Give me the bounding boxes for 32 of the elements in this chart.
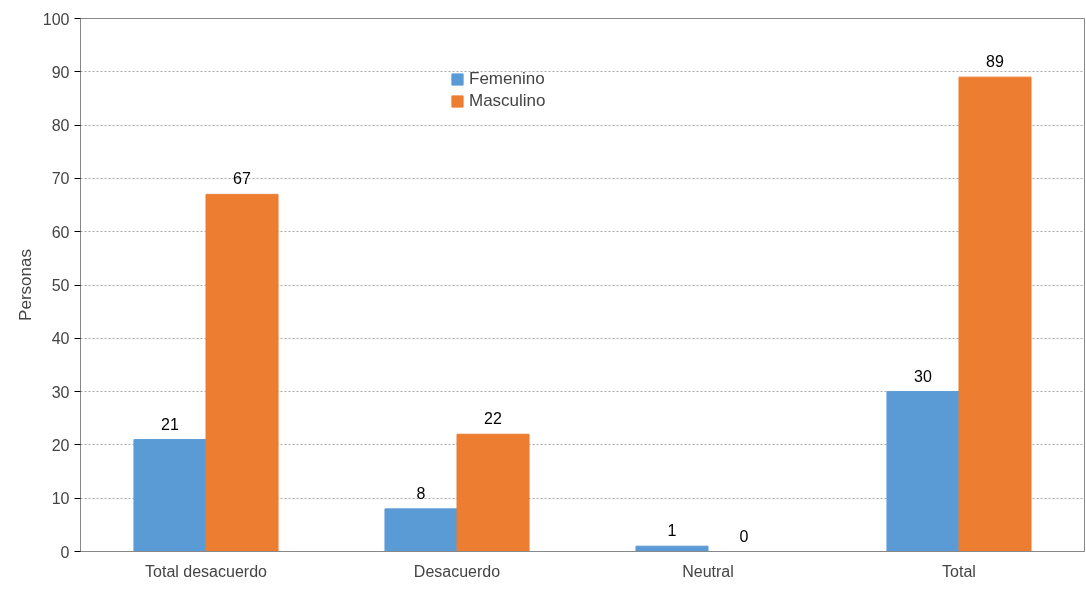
y-tick-label: 20 <box>51 436 70 454</box>
legend-label: Masculino <box>469 91 546 111</box>
y-tick-label: 50 <box>51 277 70 294</box>
bar <box>456 433 530 552</box>
data-label: 67 <box>233 170 252 188</box>
y-tick-label: 0 <box>60 543 70 561</box>
y-tick-label: 100 <box>42 10 70 28</box>
x-tick-label: Desacuerdo <box>413 562 501 580</box>
data-label: 21 <box>161 415 179 433</box>
bar <box>886 391 960 552</box>
y-tick-label: 80 <box>51 117 70 135</box>
x-tick-label: Total <box>942 562 976 580</box>
data-label: 0 <box>739 527 749 545</box>
legend-label: Femenino <box>469 69 545 89</box>
bar <box>958 76 1032 552</box>
data-label: 1 <box>667 522 677 540</box>
data-label: 30 <box>914 367 932 385</box>
x-tick-label: Neutral <box>682 562 734 580</box>
y-tick-label: 70 <box>51 170 70 188</box>
y-tick-label: 10 <box>51 490 70 508</box>
bar <box>205 193 279 552</box>
data-label: 22 <box>484 410 503 428</box>
data-label: 8 <box>416 484 426 502</box>
y-tick-label: 90 <box>51 63 70 81</box>
bar <box>133 439 207 552</box>
bar <box>384 508 458 552</box>
y-tick-label: 40 <box>51 330 70 348</box>
x-tick-label: Total desacuerdo <box>145 562 268 580</box>
y-axis-title: Personas <box>15 249 35 321</box>
data-label: 89 <box>986 53 1005 71</box>
y-tick-label: 30 <box>51 383 70 401</box>
y-tick-label: 60 <box>51 223 70 241</box>
